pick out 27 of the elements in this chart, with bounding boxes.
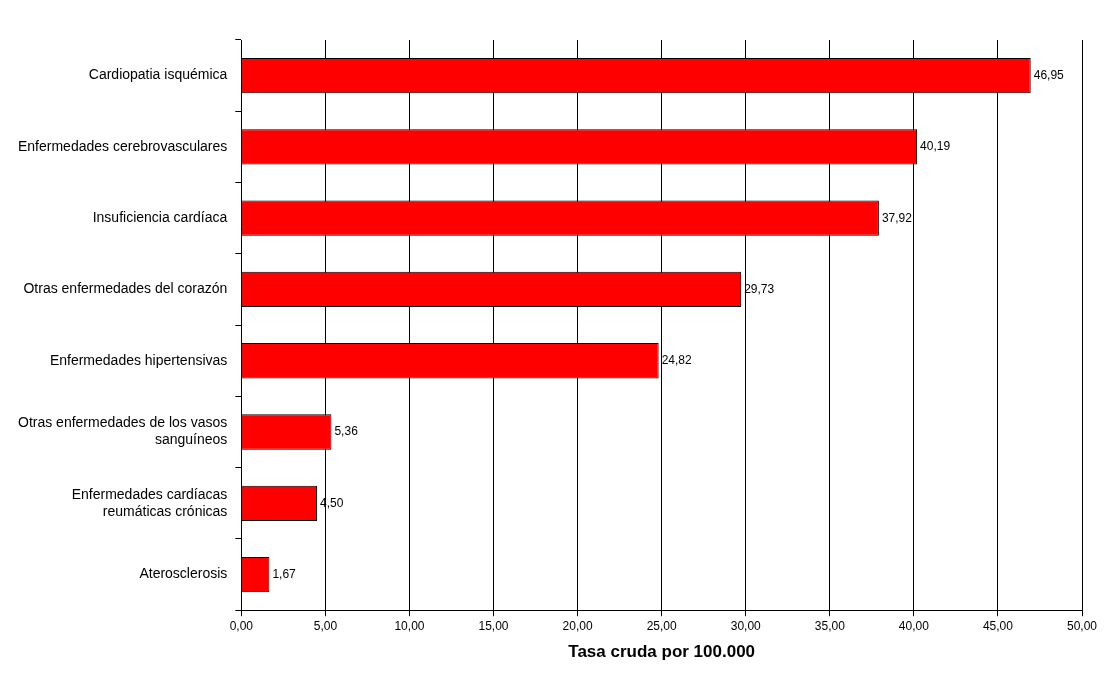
y-tick-label: Otras enfermedades de los vasos sanguíneos — [17, 414, 228, 448]
x-tick-label: 40,00 — [898, 618, 930, 633]
data-label: 37,92 — [881, 210, 913, 225]
x-axis-title: Tasa cruda por 100.000 — [568, 642, 756, 662]
data-label: 29,73 — [744, 281, 775, 296]
x-tick-label: 5,00 — [313, 618, 338, 633]
x-tick-label: 15,00 — [478, 618, 509, 633]
y-tick-label: Enfermedades cerebrovasculares — [17, 137, 228, 154]
y-tick-label: Aterosclerosis — [139, 565, 228, 582]
x-tick-label: 25,00 — [646, 618, 677, 633]
y-tick-label: Enfermedades hipertensivas — [49, 351, 228, 368]
x-tick-label: 45,00 — [982, 618, 1014, 633]
x-tick-label: 50,00 — [1066, 618, 1098, 633]
y-tick-label: Otras enfermedades del corazón — [23, 280, 228, 297]
y-tick-label: Cardiopatia isquémica — [88, 66, 228, 83]
data-label: 46,95 — [1033, 67, 1065, 82]
data-label: 1,67 — [272, 566, 297, 581]
y-tick-label: Enfermedades cardíacas reumáticas crónicas — [71, 485, 228, 519]
x-tick-label: 10,00 — [394, 618, 425, 633]
data-label: 40,19 — [920, 139, 951, 154]
data-label: 24,82 — [661, 353, 692, 368]
x-tick-label: 35,00 — [814, 618, 846, 633]
data-label: 5,36 — [334, 424, 359, 439]
x-tick-label: 20,00 — [562, 618, 593, 633]
x-tick-label: 0,00 — [229, 618, 254, 633]
y-tick-label: Insuficiencia cardíaca — [92, 209, 228, 226]
x-tick-label: 30,00 — [730, 618, 762, 633]
